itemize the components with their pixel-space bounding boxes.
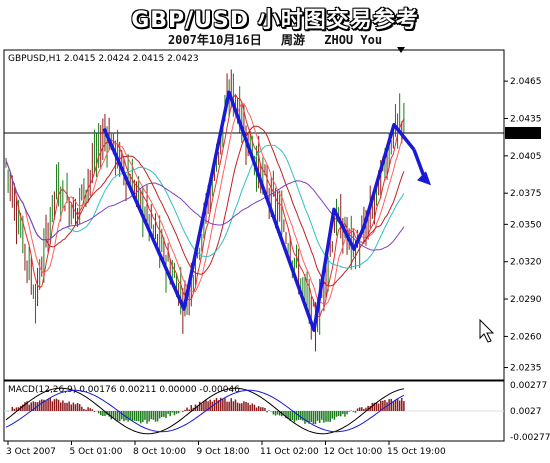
report-date: 2007年10月16日 (167, 33, 262, 47)
y-tick-label: 2.0435 (510, 114, 542, 124)
chart-shift-marker-icon (397, 47, 405, 53)
moving-averages (5, 93, 405, 318)
x-tick-label: 9 Oct 18:00 (197, 447, 250, 457)
moving-average-line (5, 93, 405, 318)
y-tick-label: 2.0465 (510, 77, 542, 87)
time-axis: 3 Oct 2007 5 Oct 01:00 8 Oct 10:00 9 Oct 18… (6, 441, 446, 457)
x-tick-label: 15 Oct 19:00 (387, 447, 446, 457)
macd-y-tick-label: 0.00277 (510, 381, 547, 391)
y-tick-label: 2.0350 (510, 220, 542, 230)
y-tick-label: 2.0375 (510, 189, 542, 199)
author-en: ZHOU You (324, 33, 383, 47)
y-tick-label: 2.0290 (510, 295, 542, 305)
wave-path (102, 90, 431, 332)
main-panel-frame (3, 49, 505, 381)
symbol-info: GBPUSD,H1 2.0415 2.0424 2.0415 2.0423 (8, 54, 199, 64)
moving-average-line (5, 160, 405, 251)
moving-average-line (5, 144, 405, 269)
x-tick-label: 5 Oct 01:00 (70, 447, 123, 457)
macd-title: MACD(12,26,9) 0.00176 0.00211 0.00000 -0… (8, 385, 240, 395)
forecast-arrow-head-icon (417, 171, 431, 186)
x-tick-label: 12 Oct 10:00 (324, 447, 383, 457)
macd-axis: 0.00277 0.0027 -0.00277 (510, 381, 550, 443)
moving-average-line (5, 103, 405, 305)
current-price-tag (505, 127, 541, 139)
y-tick-label: 2.0405 (510, 152, 542, 162)
price-axis: 2.0465 2.0435 2.0405 2.0375 2.0350 2.0320 2.02… (504, 77, 542, 374)
macd-y-tick-label: -0.00277 (510, 433, 550, 443)
author-cn: 周游 (281, 33, 306, 47)
macd-histogram (4, 387, 504, 435)
macd-y-tick-label: 0.0027 (510, 407, 542, 417)
current-price-label: 2.0423 (508, 129, 540, 139)
x-tick-label: 3 Oct 2007 (6, 447, 56, 457)
macd-signal-line (5, 389, 405, 433)
y-tick-label: 2.0320 (510, 258, 542, 268)
page-subtitle: 2007年10月16日 周游 ZHOU You (0, 31, 550, 48)
mouse-cursor-icon (479, 318, 495, 343)
x-tick-label: 11 Oct 02:00 (260, 447, 319, 457)
y-tick-label: 2.0260 (510, 332, 542, 342)
wave-line (102, 90, 416, 332)
y-tick-label: 2.0235 (510, 364, 542, 374)
x-tick-label: 8 Oct 10:00 (133, 447, 186, 457)
page-title: GBP/USD 小时图交易参考 (131, 8, 419, 33)
